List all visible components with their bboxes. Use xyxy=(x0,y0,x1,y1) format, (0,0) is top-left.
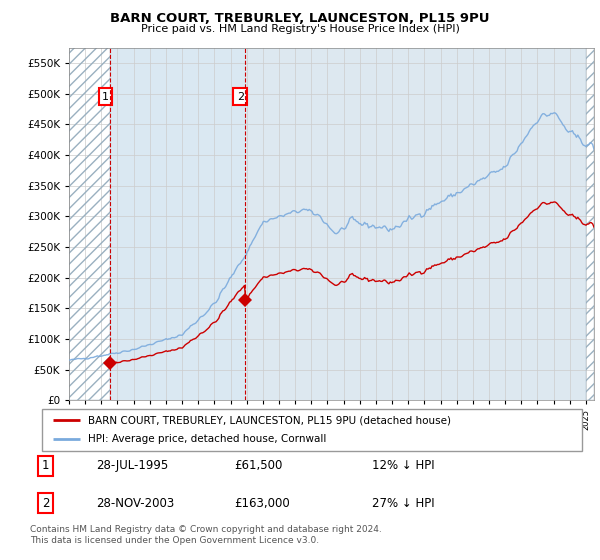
Text: 12% ↓ HPI: 12% ↓ HPI xyxy=(372,459,435,472)
Bar xyxy=(586,48,594,400)
Text: BARN COURT, TREBURLEY, LAUNCESTON, PL15 9PU (detached house): BARN COURT, TREBURLEY, LAUNCESTON, PL15 … xyxy=(88,415,451,425)
Text: 2: 2 xyxy=(42,497,49,510)
Text: 1: 1 xyxy=(42,459,49,472)
Text: £61,500: £61,500 xyxy=(234,459,283,472)
Text: Price paid vs. HM Land Registry's House Price Index (HPI): Price paid vs. HM Land Registry's House … xyxy=(140,24,460,34)
Text: £163,000: £163,000 xyxy=(234,497,290,510)
Text: HPI: Average price, detached house, Cornwall: HPI: Average price, detached house, Corn… xyxy=(88,435,326,445)
Bar xyxy=(110,48,245,400)
Bar xyxy=(69,48,110,400)
Text: Contains HM Land Registry data © Crown copyright and database right 2024.
This d: Contains HM Land Registry data © Crown c… xyxy=(30,525,382,545)
Text: 28-JUL-1995: 28-JUL-1995 xyxy=(96,459,169,472)
Text: 2: 2 xyxy=(237,92,244,102)
Text: 28-NOV-2003: 28-NOV-2003 xyxy=(96,497,175,510)
Text: BARN COURT, TREBURLEY, LAUNCESTON, PL15 9PU: BARN COURT, TREBURLEY, LAUNCESTON, PL15 … xyxy=(110,12,490,25)
Text: 27% ↓ HPI: 27% ↓ HPI xyxy=(372,497,435,510)
Bar xyxy=(69,48,110,400)
Text: 1: 1 xyxy=(102,92,109,102)
Bar xyxy=(586,48,594,400)
